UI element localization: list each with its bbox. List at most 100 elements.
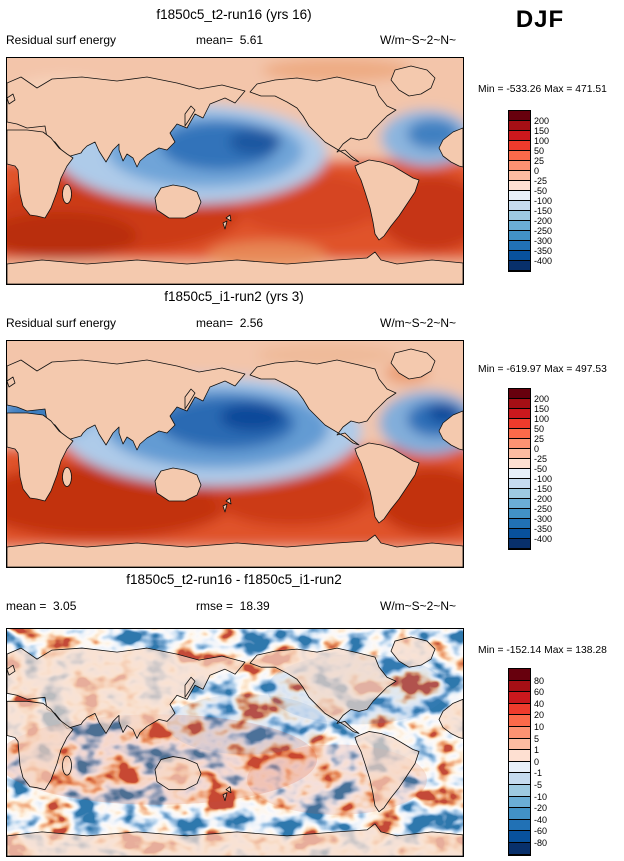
season-label: DJF: [515, 6, 565, 33]
colorbar-cell: [509, 231, 530, 241]
colorbar-cell: [509, 141, 530, 151]
colorbar-tick-label: 200: [534, 394, 550, 404]
colorbar-tick-label: -50: [534, 186, 548, 196]
colorbar-cell: [509, 111, 530, 121]
colorbar-cell: [509, 399, 530, 409]
map-field-2: [7, 341, 463, 567]
panel1-title: f1850c5_t2-run16 (yrs 16): [156, 7, 312, 22]
panel2-units-label: W/m~S~2~N~: [380, 316, 457, 330]
colorbar-tick-label: 50: [534, 424, 545, 434]
map-field-3: [7, 629, 463, 856]
panel1-units-label: W/m~S~2~N~: [380, 33, 457, 47]
colorbar-tick-label: 20: [534, 710, 545, 721]
colorbar-cell: [509, 819, 530, 832]
colorbar-tick-label: 5: [534, 733, 540, 744]
colorbar-tick-label: -50: [534, 464, 548, 474]
colorbar-cell: [509, 459, 530, 469]
colorbar-tick-label: -1: [534, 768, 543, 779]
colorbar-tick-label: 0: [534, 756, 540, 767]
map-panel-3: [6, 628, 464, 857]
colorbar-tick-label: -25: [534, 176, 548, 186]
colorbar-1: 200 150 100 50 25 0 -25 -50 -100 -150 -200 -250 -300…: [508, 110, 552, 272]
colorbar-cell: [509, 181, 530, 191]
colorbar-tick-label: -25: [534, 454, 548, 464]
colorbar-tick-label: 25: [534, 434, 545, 444]
colorbar-cell: [509, 680, 530, 693]
colorbar-cell: [509, 161, 530, 171]
colorbar-cell: [509, 201, 530, 211]
colorbar-cell: [509, 439, 530, 449]
colorbar-cell: [509, 131, 530, 141]
colorbar-cell: [509, 750, 530, 762]
colorbar-cell: [509, 529, 530, 539]
colorbar-tick-label: -40: [534, 814, 548, 825]
colorbar-cell: [509, 784, 530, 797]
colorbar-cell: [509, 842, 530, 855]
colorbar-cell: [509, 726, 530, 739]
colorbar-tick-label: 60: [534, 687, 545, 698]
colorbar-tick-label: -250: [534, 226, 553, 236]
colorbar-cell: [509, 151, 530, 161]
colorbar-cell: [509, 499, 530, 509]
colorbar-cell: [509, 761, 530, 774]
colorbar-3: 80 60 40 20 10 5 1 0 -1 -5 -10 -20 -40 -60 -80: [508, 668, 547, 856]
colorbar-tick-label: 40: [534, 698, 545, 709]
panel3-minmax: Min = -152.14 Max = 138.28: [478, 645, 607, 656]
map-field-1: [7, 58, 463, 284]
colorbar-cell: [509, 191, 530, 201]
colorbar-tick-label: -10: [534, 791, 548, 802]
colorbar-cell: [509, 419, 530, 429]
panel2-variable-label: Residual surf energy: [6, 316, 117, 330]
panel3-rmse-label: rmse = 18.39: [196, 599, 270, 613]
colorbar-tick-label: -150: [534, 206, 553, 216]
colorbar-tick-label: -20: [534, 803, 548, 814]
colorbar-tick-label: 150: [534, 404, 550, 414]
colorbar-tick-label: 0: [534, 444, 540, 454]
colorbar-cell: [509, 509, 530, 519]
panel1-minmax: Min = -533.26 Max = 471.51: [478, 84, 607, 95]
colorbar-cell: [509, 669, 530, 681]
map-panel-2: [6, 340, 464, 568]
colorbar-cell: [509, 715, 530, 727]
colorbar-tick-label: -250: [534, 504, 553, 514]
colorbar-cell: [509, 773, 530, 785]
colorbar-cell: [509, 121, 530, 131]
colorbar-tick-label: 1: [534, 745, 540, 756]
colorbar-tick-label: -100: [534, 474, 553, 484]
colorbar-tick-label: 25: [534, 156, 545, 166]
colorbar-cell: [509, 692, 530, 704]
map-panel-1: [6, 57, 464, 285]
panel2-mean-label: mean= 2.56: [196, 316, 264, 330]
colorbar-tick-label: 100: [534, 136, 550, 146]
colorbar-tick-label: 80: [534, 675, 545, 686]
colorbar-tick-label: -350: [534, 524, 553, 534]
colorbar-tick-label: -400: [534, 256, 553, 266]
colorbar-tick-label: 10: [534, 722, 545, 732]
colorbar-cell: [509, 261, 530, 271]
colorbar-tick-label: -350: [534, 246, 553, 256]
colorbar-tick-label: -60: [534, 826, 548, 837]
panel3-title: f1850c5_t2-run16 - f1850c5_i1-run2: [126, 572, 342, 587]
colorbar-tick-label: 200: [534, 116, 550, 126]
colorbar-tick-label: 150: [534, 126, 550, 136]
colorbar-cell: [509, 738, 530, 751]
colorbar-cell: [509, 519, 530, 529]
colorbar-cell: [509, 171, 530, 181]
panel2-minmax: Min = -619.97 Max = 497.53: [478, 364, 607, 375]
colorbar-2: 200 150 100 50 25 0 -25 -50 -100 -150 -200 -250 -300…: [508, 388, 552, 550]
colorbar-tick-label: -400: [534, 534, 553, 544]
colorbar-tick-label: -5: [534, 780, 543, 790]
colorbar-tick-label: -100: [534, 196, 553, 206]
colorbar-tick-label: 50: [534, 146, 545, 156]
colorbar-tick-label: 0: [534, 166, 540, 176]
colorbar-tick-label: -80: [534, 838, 548, 848]
colorbar-cell: [509, 211, 530, 221]
colorbar-tick-label: -300: [534, 514, 553, 524]
colorbar-cell: [509, 449, 530, 459]
colorbar-cell: [509, 808, 530, 820]
colorbar-tick-label: -300: [534, 236, 553, 246]
colorbar-cell: [509, 251, 530, 261]
panel1-variable-label: Residual surf energy: [6, 33, 117, 47]
colorbar-cell: [509, 241, 530, 251]
